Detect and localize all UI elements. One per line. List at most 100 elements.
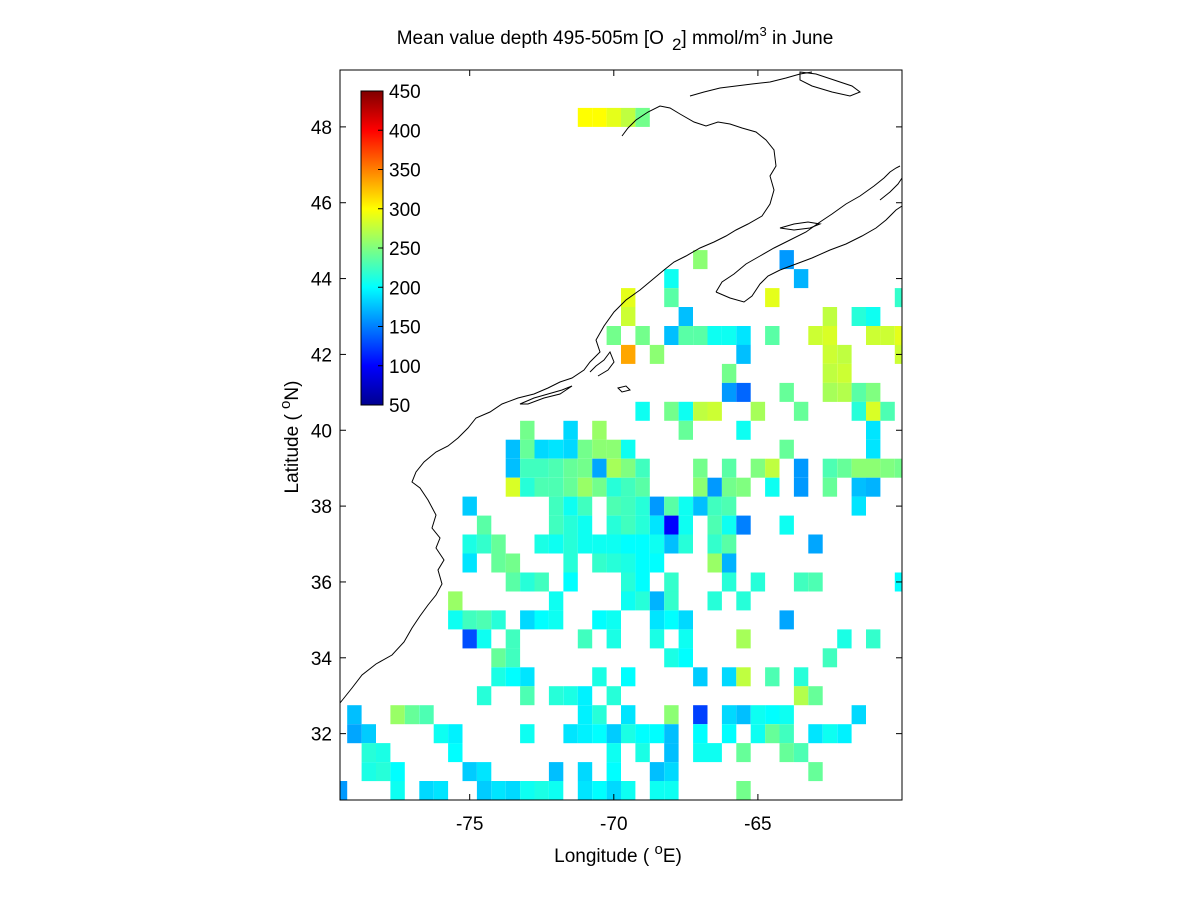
colorbar-tick-label: 100 — [389, 357, 421, 378]
data-cell — [548, 591, 564, 611]
data-cell — [577, 705, 593, 725]
coastline-cape-cod — [589, 350, 615, 377]
data-cell — [577, 534, 593, 554]
x-label-pre: Longitude ( — [554, 846, 654, 867]
data-cell — [592, 477, 607, 497]
data-cell — [721, 534, 737, 554]
data-cell — [678, 648, 693, 668]
data-cell — [693, 250, 708, 270]
data-cell — [664, 743, 679, 763]
data-cell — [822, 648, 838, 668]
data-cell — [361, 762, 376, 782]
data-cell — [476, 781, 492, 800]
data-cell — [880, 326, 895, 345]
data-cell — [866, 458, 881, 478]
data-cell — [736, 326, 751, 345]
data-cell — [808, 724, 823, 744]
data-cell — [707, 553, 722, 573]
data-cell — [606, 781, 621, 800]
data-cell — [592, 610, 607, 630]
data-cell — [736, 629, 751, 649]
data-cell — [649, 629, 665, 649]
colorbar-tick-label: 350 — [389, 161, 421, 182]
data-cell — [563, 534, 578, 554]
data-cell — [765, 288, 780, 308]
data-cell — [664, 781, 679, 800]
data-cell — [736, 667, 751, 687]
data-cell — [376, 743, 391, 763]
data-cell — [621, 288, 636, 308]
data-cell — [736, 743, 751, 763]
data-cell — [736, 705, 751, 725]
data-cell — [577, 107, 593, 127]
data-cell — [577, 439, 593, 459]
colorbar-tick-label: 250 — [389, 239, 421, 260]
colorbar-tick-label: 300 — [389, 200, 421, 221]
data-cell — [808, 326, 823, 345]
data-cell — [621, 107, 636, 127]
data-cell — [606, 326, 621, 345]
data-cell — [491, 667, 506, 687]
data-cell — [606, 762, 621, 782]
colorbar-ticks: 50 100 150 200 250 300 350 400 450 — [378, 82, 421, 417]
data-cell — [635, 515, 650, 535]
data-cell — [851, 382, 866, 402]
data-cell — [750, 705, 766, 725]
data-cell — [635, 458, 650, 478]
data-cell — [822, 477, 838, 497]
data-cell — [419, 705, 434, 725]
data-cell — [837, 344, 852, 364]
data-cell — [721, 326, 737, 345]
data-cell — [793, 401, 809, 421]
data-cell — [505, 439, 521, 459]
data-cell — [736, 382, 751, 402]
data-cell — [534, 477, 549, 497]
data-cell — [851, 401, 866, 421]
data-cell — [693, 401, 708, 421]
data-cell — [721, 458, 737, 478]
data-cell — [476, 629, 492, 649]
data-cell — [793, 667, 809, 687]
x-axis-ticks: -75 -70 -65 — [456, 70, 772, 835]
data-cell — [707, 534, 722, 554]
y-label-post: N) — [282, 381, 303, 401]
data-cell — [462, 762, 477, 782]
data-cell — [606, 458, 621, 478]
data-cell — [592, 420, 607, 440]
data-cell — [520, 667, 535, 687]
data-cell — [894, 458, 902, 478]
data-cell — [851, 496, 866, 516]
data-cell — [548, 439, 564, 459]
data-cell — [649, 591, 665, 611]
data-cell — [765, 326, 780, 345]
x-axis-label: Longitude ( oE) — [554, 841, 682, 867]
colorbar-tick-label: 400 — [389, 121, 421, 142]
data-cell — [765, 477, 780, 497]
data-cell — [649, 534, 665, 554]
data-cell — [635, 553, 650, 573]
coastline-long-island — [519, 385, 573, 405]
data-cells — [340, 107, 902, 800]
data-cell — [534, 572, 549, 592]
colorbar-tick-label: 50 — [389, 396, 410, 417]
data-cell — [621, 439, 636, 459]
data-cell — [822, 344, 838, 364]
data-cell — [635, 107, 650, 127]
data-cell — [563, 686, 578, 706]
data-cell — [779, 743, 794, 763]
data-cell — [606, 553, 621, 573]
data-cell — [793, 269, 809, 289]
data-cell — [649, 496, 665, 516]
data-cell — [462, 534, 477, 554]
data-cell — [750, 401, 766, 421]
y-label-pre: Latitude ( — [282, 409, 303, 494]
coastline-newfoundland — [879, 177, 903, 201]
data-cell — [866, 307, 881, 326]
data-cell — [678, 610, 693, 630]
coastline-mainland — [339, 105, 777, 704]
data-cell — [592, 439, 607, 459]
data-cell — [693, 743, 708, 763]
data-cell — [548, 762, 564, 782]
coastline — [339, 71, 903, 704]
data-cell — [433, 781, 449, 800]
